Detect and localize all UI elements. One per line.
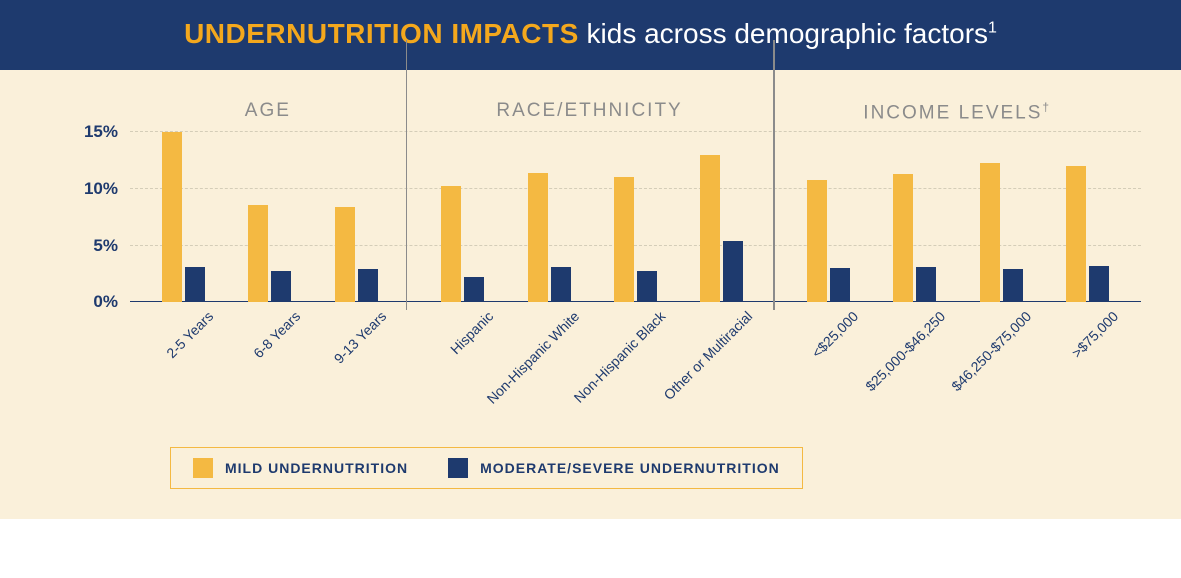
section-divider	[406, 40, 408, 310]
bar-severe	[723, 241, 743, 302]
bar-mild	[614, 177, 634, 303]
bar-mild	[162, 132, 182, 302]
bar-severe	[916, 267, 936, 302]
bar-severe	[637, 271, 657, 303]
bar-severe	[1003, 269, 1023, 302]
bar-group: <$25,000	[807, 132, 850, 302]
header-bold: UNDERNUTRITION IMPACTS	[184, 18, 579, 49]
bar-group: Other or Multiracial	[700, 132, 743, 302]
bar-mild	[807, 180, 827, 302]
bar-severe	[830, 268, 850, 302]
bar-severe	[271, 271, 291, 303]
bar-group: $46,250-$75,000	[980, 132, 1023, 302]
chart-section: <$25,000 $25,000-$46,250 $46,250-$75,000 >$…	[775, 86, 1141, 302]
bar-severe	[551, 267, 571, 302]
sections-wrap: 2-5 Years 6-8 Years 9-13 Years Hispanic Non-…	[130, 86, 1141, 302]
y-axis: 0%5%10%15%	[40, 132, 130, 302]
bar-severe	[1089, 266, 1109, 302]
legend-swatch	[448, 458, 468, 478]
chart-section: Hispanic Non-Hispanic White Non-Hispanic B…	[409, 86, 775, 302]
y-tick-label: 10%	[84, 179, 118, 199]
chart-container: UNDERNUTRITION IMPACTS kids across demog…	[0, 0, 1181, 519]
bar-mild	[893, 174, 913, 302]
bar-mild	[335, 207, 355, 302]
bar-severe	[358, 269, 378, 302]
bar-mild	[441, 186, 461, 303]
bar-mild	[980, 163, 1000, 302]
legend: MILD UNDERNUTRITION MODERATE/SEVERE UNDER…	[170, 447, 803, 489]
y-tick-label: 0%	[93, 292, 118, 312]
chart-section: 2-5 Years 6-8 Years 9-13 Years	[130, 86, 409, 302]
header-rest: kids across demographic factors	[579, 18, 988, 49]
bar-mild	[1066, 166, 1086, 302]
bar-group: 9-13 Years	[335, 132, 378, 302]
header-banner: UNDERNUTRITION IMPACTS kids across demog…	[0, 0, 1181, 70]
legend-item: MILD UNDERNUTRITION	[193, 458, 408, 478]
legend-swatch	[193, 458, 213, 478]
bar-severe	[185, 267, 205, 302]
bar-mild	[248, 205, 268, 302]
bar-group: >$75,000	[1066, 132, 1109, 302]
plot-area: 2-5 Years 6-8 Years 9-13 Years Hispanic Non-…	[130, 132, 1141, 302]
chart-body: AGERACE/ETHNICITYINCOME LEVELS† 0%5%10%1…	[0, 70, 1181, 499]
chart-area: 0%5%10%15% 2-5 Years6-8 Years9-13 YearsH…	[40, 132, 1141, 332]
header-superscript: 1	[988, 20, 997, 37]
y-tick-label: 15%	[84, 122, 118, 142]
legend-label: MILD UNDERNUTRITION	[225, 460, 408, 476]
legend-label: MODERATE/SEVERE UNDERNUTRITION	[480, 460, 780, 476]
bar-group: Non-Hispanic White	[528, 132, 571, 302]
header-text: UNDERNUTRITION IMPACTS kids across demog…	[184, 18, 997, 49]
bar-severe	[464, 277, 484, 302]
y-tick-label: 5%	[93, 236, 118, 256]
bar-group: $25,000-$46,250	[893, 132, 936, 302]
bar-mild	[528, 173, 548, 302]
bar-group: 6-8 Years	[248, 132, 291, 302]
bar-group: Non-Hispanic Black	[614, 132, 657, 302]
bar-mild	[700, 155, 720, 302]
bar-group: Hispanic	[441, 132, 484, 302]
bar-group: 2-5 Years	[162, 132, 205, 302]
legend-item: MODERATE/SEVERE UNDERNUTRITION	[448, 458, 780, 478]
